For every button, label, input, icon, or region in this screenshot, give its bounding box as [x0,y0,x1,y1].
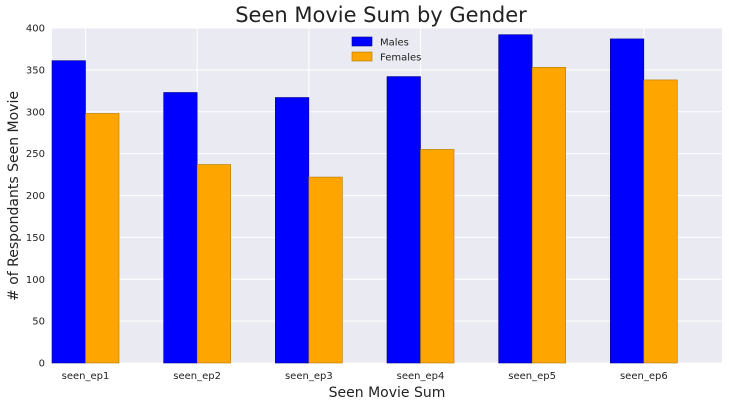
chart-title: Seen Movie Sum by Gender [235,3,527,27]
y-tick-label: 250 [26,149,45,160]
legend: Males Females [351,36,421,64]
bar-males-seen_ep6 [610,38,645,364]
y-tick-label: 350 [26,65,45,76]
legend-label-males: Males [380,38,409,49]
x-tick-label: seen_ep6 [620,371,668,382]
x-tick-label: seen_ep4 [397,371,445,382]
y-tick-label: 150 [26,233,45,244]
bar-males-seen_ep3 [275,97,310,364]
bar-males-seen_ep5 [498,34,533,364]
x-tick-label: seen_ep3 [285,371,333,382]
bar-males-seen_ep1 [51,60,86,364]
legend-swatch-females [351,51,373,62]
bar-females-seen_ep4 [420,149,455,364]
x-tick-label: seen_ep5 [508,371,556,382]
bars [51,34,678,364]
x-tick-label: seen_ep1 [62,371,110,382]
x-axis-label: Seen Movie Sum [329,385,446,401]
bar-females-seen_ep2 [196,164,231,364]
y-tick-label: 200 [26,191,45,202]
y-tick-label: 400 [26,24,45,35]
y-axis-label: # of Respondants Seen Movie [6,91,22,301]
bar-females-seen_ep5 [531,67,566,364]
y-tick-label: 100 [26,275,45,286]
bar-females-seen_ep1 [85,113,120,364]
x-tick-label: seen_ep2 [173,371,221,382]
y-tick-labels: 0 50 100 150 200 250 300 350 400 [26,24,45,370]
x-tick-labels: seen_ep1 seen_ep2 seen_ep3 seen_ep4 seen_ep5… [62,371,668,382]
bar-females-seen_ep3 [308,176,343,364]
y-tick-label: 300 [26,107,45,118]
legend-swatch-males [351,36,373,47]
bar-males-seen_ep2 [163,92,198,364]
y-tick-label: 0 [39,359,45,370]
bar-males-seen_ep4 [386,76,421,364]
bar-females-seen_ep6 [643,79,678,364]
y-tick-label: 50 [32,317,45,328]
legend-label-females: Females [380,53,421,64]
